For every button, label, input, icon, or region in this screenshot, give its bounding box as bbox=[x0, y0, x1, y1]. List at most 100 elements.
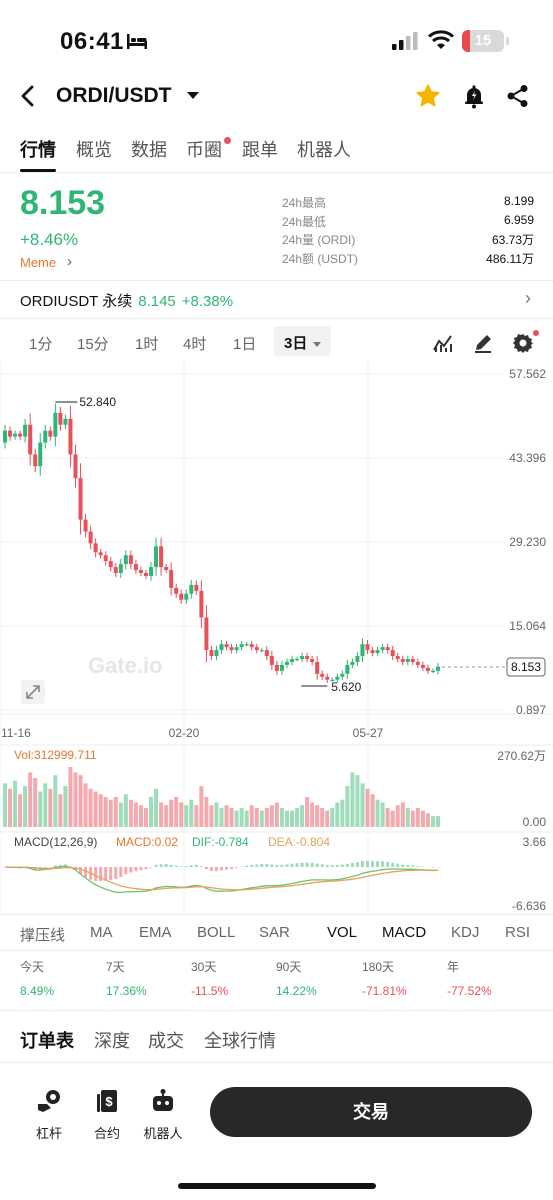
candle bbox=[340, 673, 345, 677]
volume-bar bbox=[199, 786, 204, 827]
candle bbox=[93, 543, 98, 553]
tab-orderbook[interactable]: 订单表 bbox=[20, 1031, 74, 1051]
caret-down-icon[interactable] bbox=[187, 92, 199, 99]
volume-bar bbox=[133, 802, 138, 827]
indicator-rsi[interactable]: RSI bbox=[505, 924, 531, 941]
volume-bar bbox=[128, 799, 133, 827]
indicator-kdj[interactable]: KDJ bbox=[451, 924, 480, 941]
volume-bar bbox=[83, 783, 88, 827]
volume-bar bbox=[103, 797, 108, 827]
leverage-button[interactable]: 杠杆 bbox=[30, 1088, 68, 1142]
expand-icon[interactable] bbox=[21, 680, 45, 704]
volume-bar bbox=[78, 775, 83, 827]
trade-button[interactable]: 交易 bbox=[210, 1087, 532, 1137]
indicator-boll[interactable]: BOLL bbox=[197, 924, 236, 941]
interval-3d[interactable]: 3日 bbox=[274, 326, 332, 356]
price-chart[interactable]: 57.562 43.396 29.230 15.064 0.897 11-16 02-20 0… bbox=[0, 362, 553, 914]
dea-value: DEA:-0.804 bbox=[268, 835, 330, 849]
category-tag[interactable]: Meme bbox=[20, 255, 57, 270]
candle bbox=[18, 433, 23, 437]
candle bbox=[179, 593, 184, 600]
interval-1d[interactable]: 1日 bbox=[233, 336, 257, 353]
candle bbox=[23, 424, 28, 437]
indicator-ma[interactable]: MA bbox=[90, 924, 113, 941]
candle bbox=[305, 656, 310, 659]
macd-histogram-bar bbox=[366, 860, 370, 867]
tab-copy-trade[interactable]: 跟单 bbox=[242, 140, 278, 160]
volume-bar bbox=[174, 797, 179, 827]
perf-label: 30天 bbox=[191, 960, 217, 974]
candle bbox=[335, 676, 340, 680]
candle bbox=[138, 570, 143, 574]
candle bbox=[300, 656, 305, 659]
price-change: +8.46% bbox=[20, 230, 79, 249]
macd-histogram-bar bbox=[159, 864, 163, 867]
price-tick: 29.230 bbox=[509, 535, 546, 549]
macd-histogram-bar bbox=[209, 867, 213, 871]
volume-tick: 270.62万 bbox=[497, 749, 546, 763]
indicator-support[interactable]: 撑压线 bbox=[20, 927, 66, 944]
interval-1m[interactable]: 1分 bbox=[29, 336, 53, 353]
candle bbox=[214, 650, 219, 657]
chevron-right-icon[interactable]: › bbox=[67, 253, 72, 270]
volume-bar bbox=[204, 797, 209, 827]
macd-histogram-bar bbox=[199, 866, 203, 867]
macd-histogram-bar bbox=[154, 864, 158, 867]
chevron-right-icon[interactable]: › bbox=[525, 288, 531, 308]
status-bar: 06:41 15 bbox=[0, 0, 553, 70]
interval-15m[interactable]: 15分 bbox=[77, 336, 109, 353]
tab-community[interactable]: 币圈 bbox=[186, 140, 222, 160]
volume-bar bbox=[68, 767, 73, 827]
candle bbox=[410, 658, 415, 662]
bot-button[interactable]: 机器人 bbox=[142, 1088, 184, 1142]
candle bbox=[365, 644, 370, 651]
indicator-macd[interactable]: MACD bbox=[382, 924, 427, 941]
candle bbox=[174, 587, 179, 594]
indicator-ema[interactable]: EMA bbox=[139, 924, 172, 941]
volume-bar bbox=[98, 794, 103, 827]
share-icon[interactable] bbox=[504, 82, 532, 110]
macd-histogram-bar bbox=[260, 864, 264, 867]
candle bbox=[420, 664, 425, 668]
tab-bots[interactable]: 机器人 bbox=[297, 140, 351, 160]
candle bbox=[154, 546, 159, 568]
macd-histogram-bar bbox=[290, 863, 294, 867]
pair-title[interactable]: ORDI/USDT bbox=[56, 84, 172, 107]
tab-overview[interactable]: 概览 bbox=[76, 140, 112, 160]
indicator-icon[interactable] bbox=[432, 332, 454, 354]
stat-value: 486.11万 bbox=[486, 251, 534, 266]
star-icon[interactable] bbox=[414, 82, 442, 110]
back-arrow-icon[interactable] bbox=[16, 82, 42, 110]
interval-1h[interactable]: 1时 bbox=[135, 336, 159, 353]
pen-icon[interactable] bbox=[472, 332, 494, 354]
tab-global-market[interactable]: 全球行情 bbox=[204, 1031, 276, 1051]
candle bbox=[259, 650, 264, 652]
interval-4h[interactable]: 4时 bbox=[183, 336, 207, 353]
candle bbox=[350, 661, 355, 665]
indicator-sar[interactable]: SAR bbox=[259, 924, 290, 941]
volume-label: Vol:312999.711 bbox=[14, 748, 97, 762]
ticker-stats: 24h最高 8.199 24h最低 6.959 24h量 (ORDI) 63.73万 … bbox=[282, 194, 534, 268]
macd-histogram-bar bbox=[139, 867, 143, 871]
tab-data[interactable]: 数据 bbox=[131, 140, 167, 160]
candle bbox=[224, 644, 229, 648]
bell-icon[interactable] bbox=[460, 82, 488, 110]
gear-icon[interactable] bbox=[512, 332, 534, 354]
macd-histogram-bar bbox=[280, 864, 284, 867]
volume-bar bbox=[254, 807, 259, 827]
perpetual-link[interactable]: ORDIUSDT 永续 8.145 +8.38% bbox=[20, 290, 233, 311]
volume-bar bbox=[33, 777, 38, 827]
tab-depth[interactable]: 深度 bbox=[94, 1031, 130, 1051]
candle bbox=[310, 658, 315, 662]
macd-histogram-bar bbox=[285, 864, 289, 867]
volume-bar bbox=[295, 807, 300, 827]
candle bbox=[169, 570, 174, 588]
top-header: ORDI/USDT bbox=[0, 72, 553, 122]
contract-button[interactable]: $ 合约 bbox=[88, 1088, 126, 1142]
tab-trades[interactable]: 成交 bbox=[148, 1031, 184, 1051]
candle bbox=[400, 658, 405, 662]
macd-series bbox=[4, 860, 440, 894]
indicator-vol[interactable]: VOL bbox=[327, 924, 358, 941]
candle bbox=[380, 647, 385, 651]
tab-market[interactable]: 行情 bbox=[20, 136, 56, 172]
